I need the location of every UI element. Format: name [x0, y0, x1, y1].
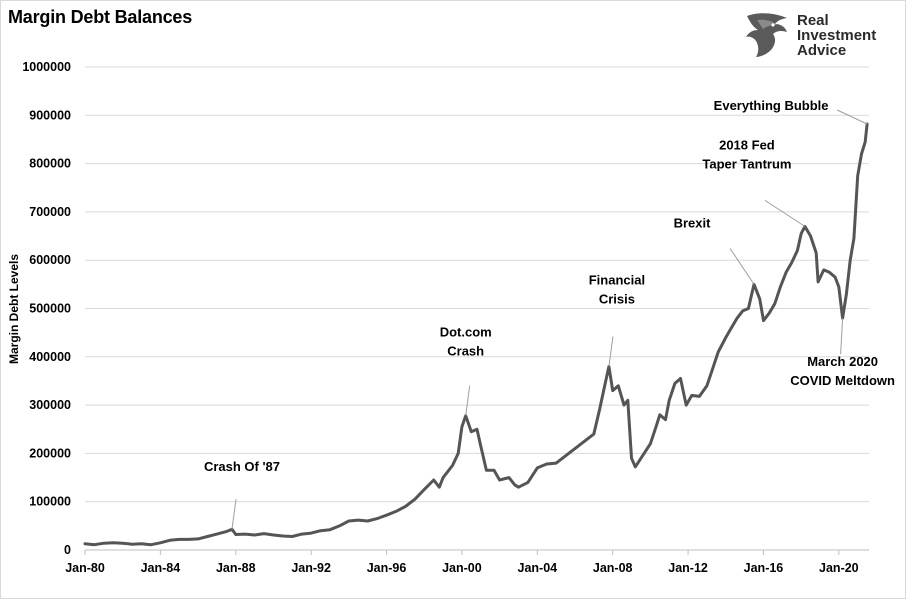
margin-debt-line — [83, 122, 869, 547]
y-tick-label: 0 — [64, 543, 71, 557]
annotation-label: 2018 Fed — [719, 137, 775, 152]
annotation-leader — [729, 248, 755, 285]
x-tick-label: Jan-84 — [141, 561, 181, 575]
annotation-leader — [764, 199, 806, 227]
y-tick-label: 200000 — [29, 446, 71, 460]
y-tick-label: 1000000 — [22, 60, 71, 74]
x-tick-label: Jan-92 — [291, 561, 331, 575]
series-layer — [83, 122, 869, 547]
y-tick-label: 400000 — [29, 350, 71, 364]
annotation-label: Crash — [447, 344, 484, 359]
annotation-label: Crash Of '87 — [204, 459, 280, 474]
gridlines — [85, 66, 869, 503]
annotation-label: March 2020 — [807, 354, 878, 369]
x-tick-label: Jan-08 — [593, 561, 633, 575]
x-tick-label: Jan-04 — [518, 561, 558, 575]
brand-line-3: Advice — [797, 42, 847, 59]
brand-name: Real Investment Advice — [797, 13, 876, 58]
annotation-leader — [840, 318, 844, 355]
x-tick-label: Jan-96 — [367, 561, 407, 575]
chart-title: Margin Debt Balances — [8, 7, 193, 27]
annotation-label: Financial — [589, 272, 645, 287]
annotation-label: COVID Meltdown — [790, 373, 895, 388]
x-tick-label: Jan-80 — [65, 561, 105, 575]
y-tick-label: 100000 — [29, 495, 71, 509]
y-axis-label: Margin Debt Levels — [7, 254, 21, 364]
y-tick-label: 700000 — [29, 205, 71, 219]
annotation-label: Brexit — [674, 215, 712, 230]
annotations: Crash Of '87 Dot.com Crash Financial Crisis B… — [204, 98, 895, 530]
annotation-label: Dot.com — [440, 325, 492, 340]
annotation-label: Everything Bubble — [714, 98, 829, 113]
y-tick-label: 600000 — [29, 253, 71, 267]
x-tick-label: Jan-12 — [668, 561, 708, 575]
axes: 0 100000 200000 300000 400000 500000 600000 700… — [22, 60, 869, 575]
x-tick-label: Jan-16 — [744, 561, 784, 575]
y-tick-label: 300000 — [29, 398, 71, 412]
eagle-icon — [746, 13, 787, 57]
x-tick-label: Jan-88 — [216, 561, 256, 575]
annotation-leader — [608, 336, 614, 367]
annotation-leader — [231, 499, 237, 530]
brand-logo: Real Investment Advice — [743, 10, 893, 58]
x-tick-label: Jan-00 — [442, 561, 482, 575]
brand-line-1: Real — [797, 12, 829, 29]
y-tick-label: 800000 — [29, 157, 71, 171]
annotation-leader — [465, 385, 471, 416]
y-tick-label: 500000 — [29, 302, 71, 316]
annotation-label: Taper Tantrum — [702, 156, 791, 171]
y-tick-label: 900000 — [29, 108, 71, 122]
x-tick-label: Jan-20 — [819, 561, 859, 575]
brand-line-2: Investment — [797, 27, 877, 44]
annotation-leader — [836, 109, 868, 125]
annotation-label: Crisis — [599, 291, 635, 306]
